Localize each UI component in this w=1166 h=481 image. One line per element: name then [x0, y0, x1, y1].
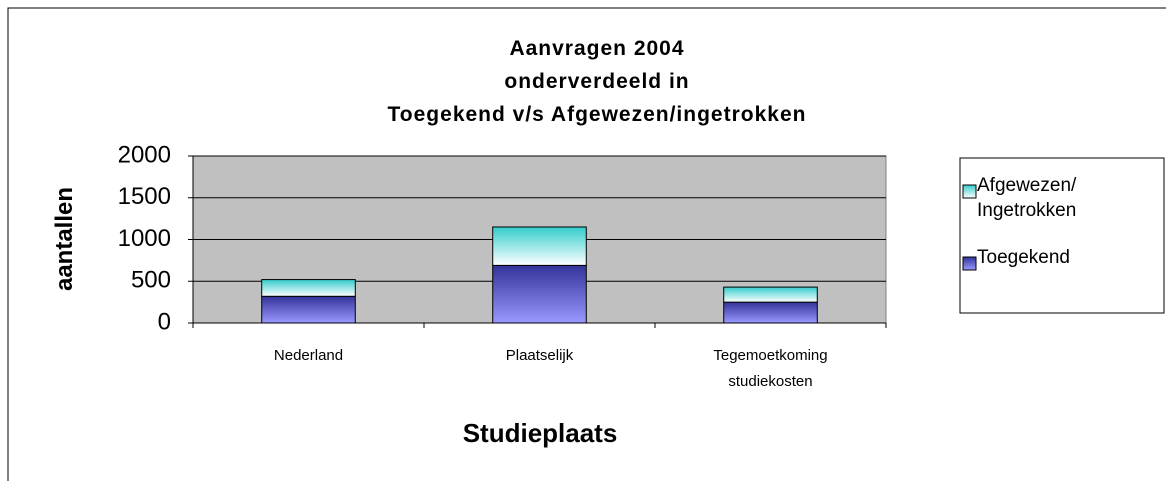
bar-segment	[723, 286, 818, 303]
y-tick-label: 500	[131, 267, 171, 294]
x-tick-label: Tegemoetkoming studiekosten	[713, 347, 828, 390]
bar-segment	[492, 226, 587, 266]
legend-label: Afgewezen/ Ingetrokken	[977, 175, 1077, 221]
y-tick-label: 1000	[118, 225, 171, 252]
legend-swatch	[962, 184, 977, 199]
frame	[7, 7, 1166, 481]
bar-segment	[723, 301, 818, 324]
x-tick-label: Nederland	[273, 347, 344, 364]
y-tick-label: 1500	[118, 183, 171, 210]
legend-label: Toegekend	[977, 247, 1070, 268]
legend-box	[959, 157, 1165, 314]
chart-title: Aanvragen 2004 onderverdeeld in Toegeken…	[387, 37, 807, 126]
bar-segment	[492, 264, 587, 324]
x-axis-title: Studieplaats	[462, 418, 618, 448]
y-axis-title: aantallen	[51, 186, 78, 292]
legend-swatch	[962, 256, 977, 271]
bar-segment	[261, 279, 356, 297]
bar-segment	[261, 295, 356, 324]
y-tick-label: 0	[158, 308, 171, 335]
x-tick-label: Plaatselijk	[505, 347, 574, 364]
y-tick-label: 2000	[118, 141, 171, 168]
